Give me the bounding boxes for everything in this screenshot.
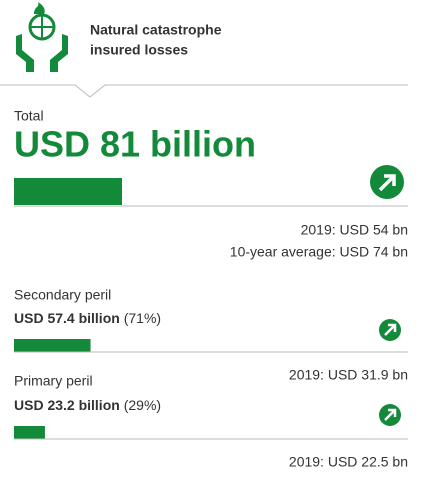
share: (71%)	[124, 310, 161, 326]
arrow-icon	[379, 319, 401, 341]
total-value: USD 81 billion	[14, 124, 256, 165]
comparison: 2019: USD 54 bn	[301, 222, 408, 238]
value: USD 57.4 billion	[14, 310, 120, 326]
arrow	[384, 323, 397, 336]
peril-value: USD 57.4 billion (71%)	[14, 310, 161, 326]
bar	[14, 426, 45, 439]
peril-label: Primary peril	[14, 373, 93, 389]
share: (29%)	[124, 397, 161, 413]
title: Natural catastrophe	[90, 22, 222, 38]
value: USD 23.2 billion	[14, 397, 120, 413]
comparison: 2019: USD 22.5 bn	[289, 454, 408, 470]
catastrophe-icon	[16, 2, 68, 72]
arrow-icon	[370, 165, 404, 199]
peril-label: Secondary peril	[14, 287, 111, 303]
total-label: Total	[14, 108, 44, 124]
arrow	[384, 408, 397, 421]
bar	[14, 339, 91, 352]
title: insured losses	[90, 42, 188, 58]
bar	[14, 178, 122, 205]
comparison: 2019: USD 31.9 bn	[289, 367, 408, 383]
peril-value: USD 23.2 billion (29%)	[14, 397, 161, 413]
separator	[0, 84, 408, 98]
arrow-icon	[379, 404, 401, 426]
comparison: 10-year average: USD 74 bn	[230, 244, 408, 260]
